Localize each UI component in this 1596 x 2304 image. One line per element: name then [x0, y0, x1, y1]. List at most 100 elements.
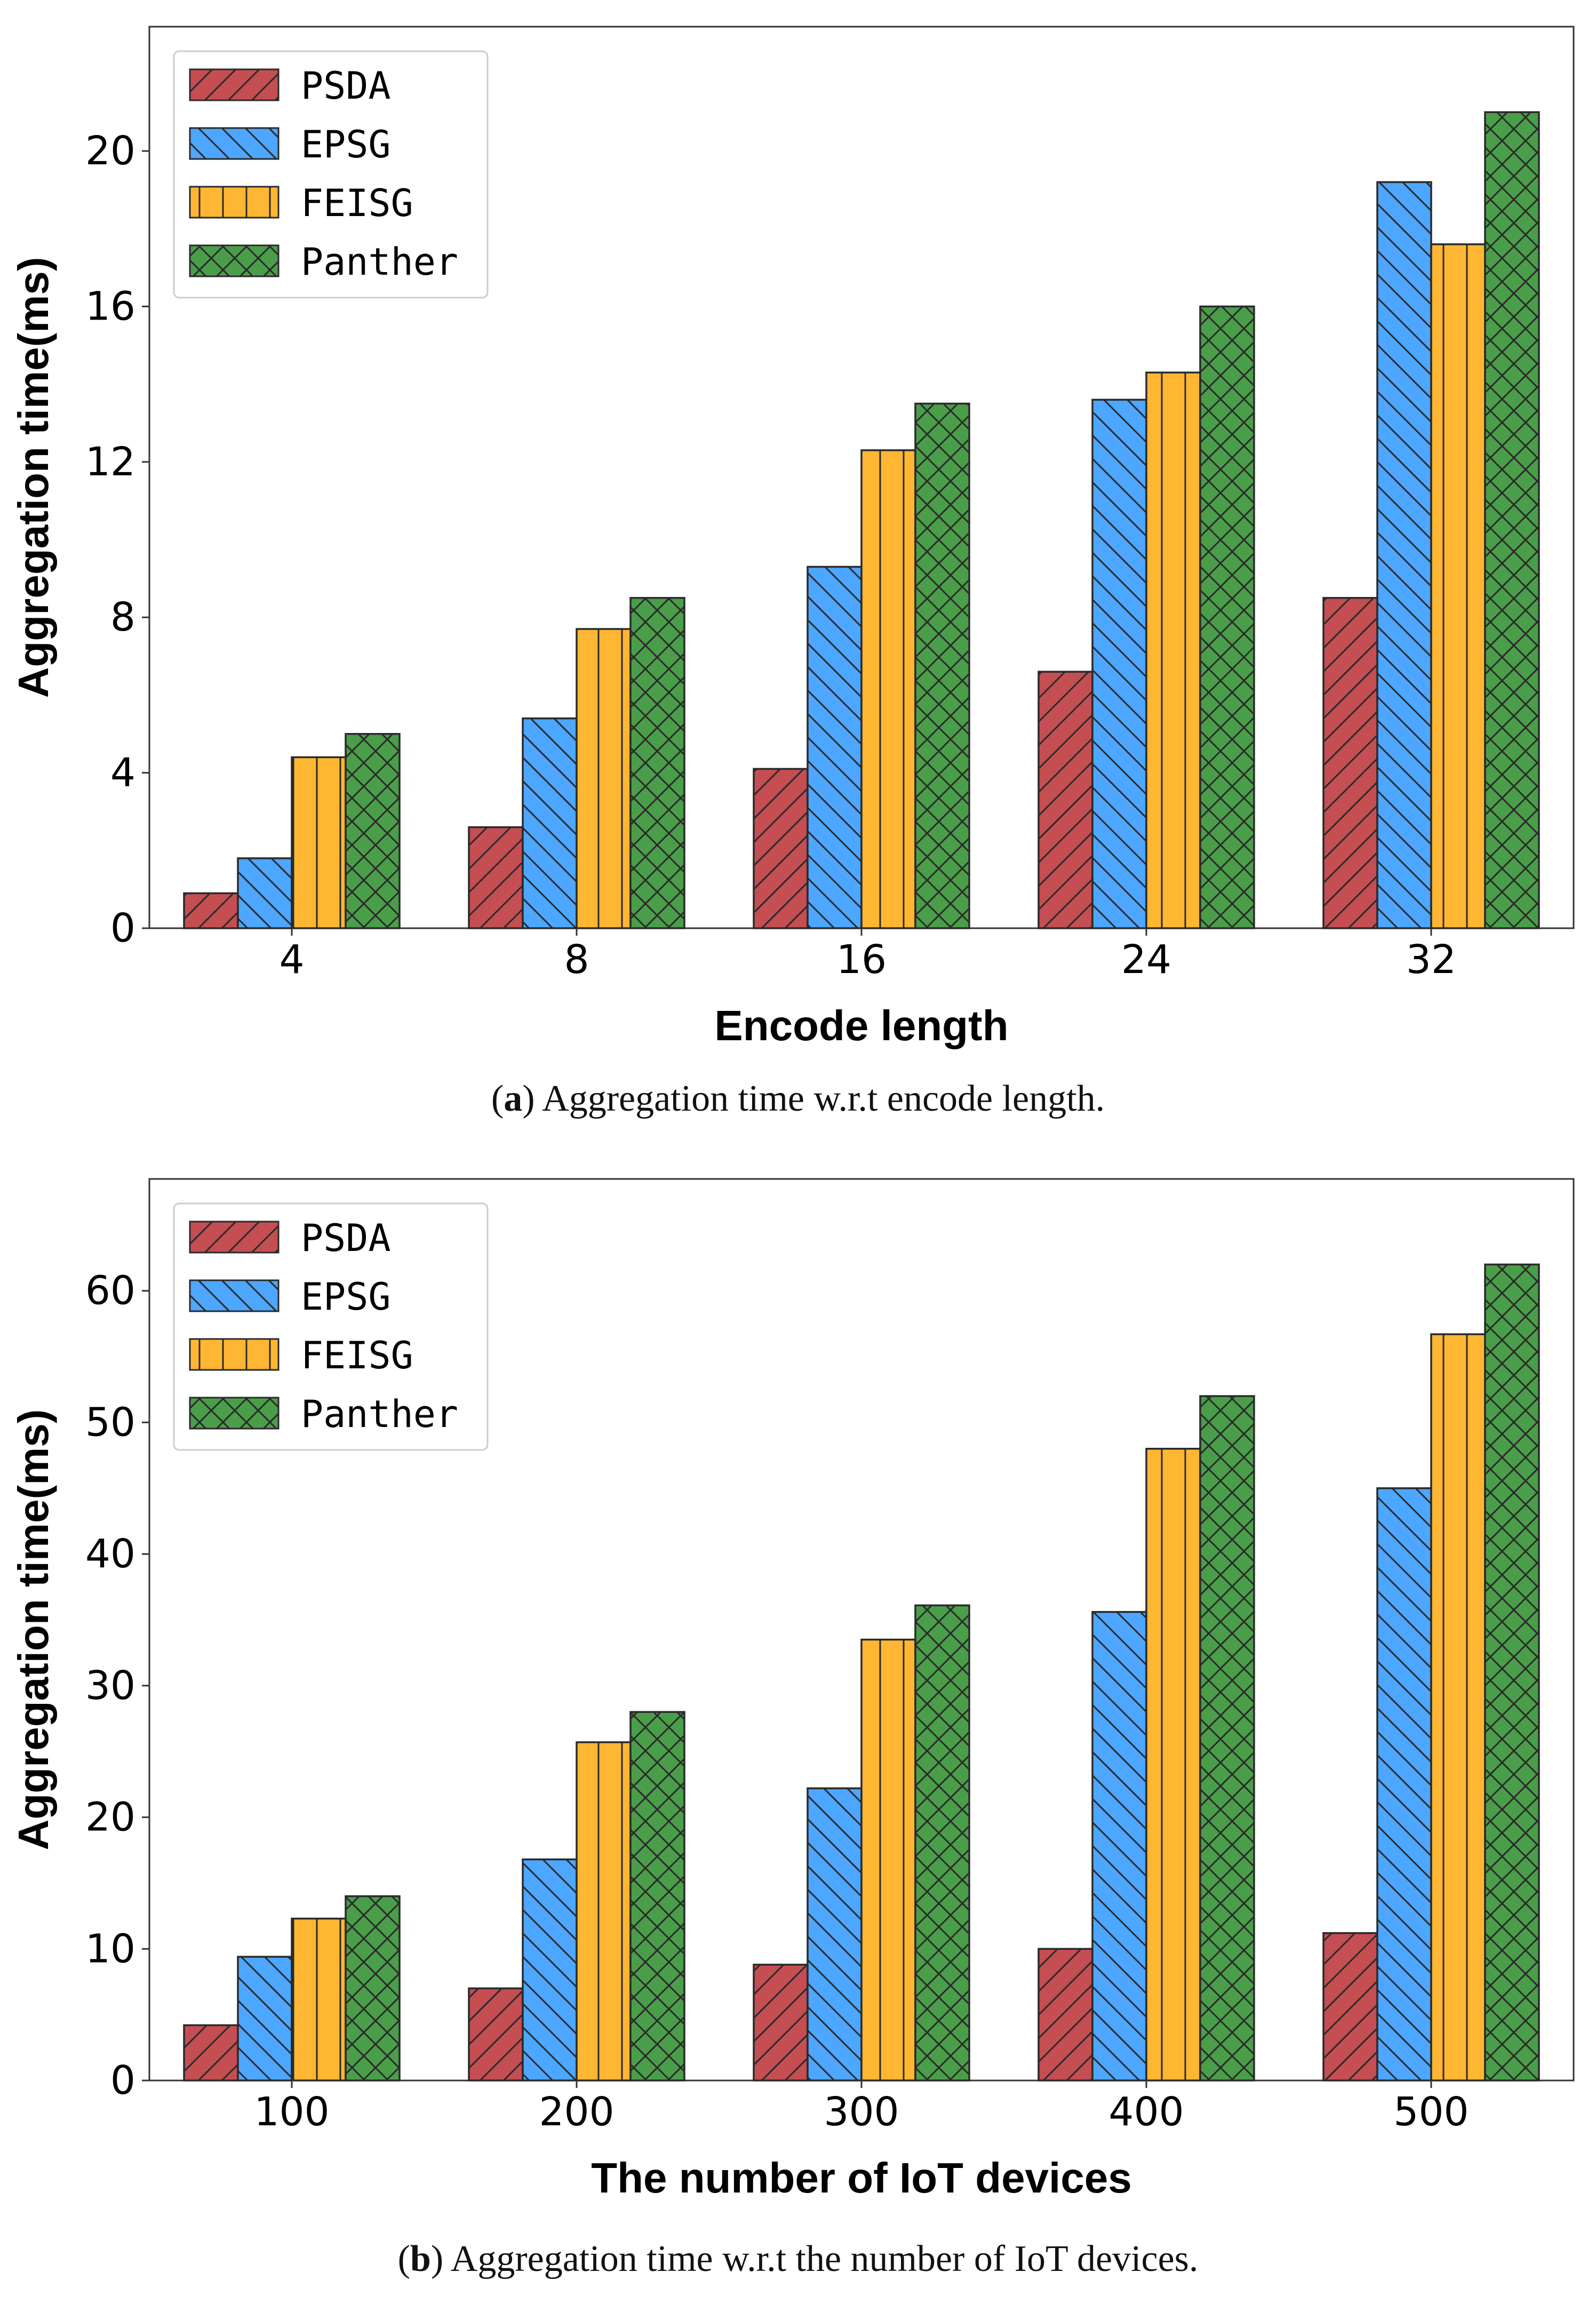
bar-psda-4 — [183, 892, 239, 929]
bar-feisg-300 — [860, 1638, 916, 2082]
bar-psda-500 — [1322, 1932, 1378, 2082]
bar-hatch — [915, 403, 969, 928]
x-axis-title: Encode length — [714, 1002, 1008, 1049]
bar-psda-24 — [1038, 671, 1094, 929]
bar-psda-8 — [468, 826, 524, 929]
bar-hatch — [1485, 1264, 1539, 2080]
legend-swatch-outline — [189, 1221, 280, 1254]
bar-outline — [1199, 305, 1255, 929]
caption-a-tag: a — [504, 1078, 523, 1119]
legend-label: EPSG — [301, 123, 391, 166]
bar-outline — [1484, 1263, 1540, 2082]
bar-hatch — [1146, 1448, 1200, 2080]
legend-swatch-outline — [189, 186, 280, 219]
bar-hatch — [346, 734, 400, 928]
bar-panther-32 — [1484, 111, 1540, 929]
bar-hatch — [1377, 182, 1431, 929]
bar-feisg-4 — [291, 756, 347, 929]
legend-swatch-hatch — [190, 187, 278, 218]
bar-feisg-16 — [860, 449, 916, 929]
legend-swatch-outline — [189, 1338, 280, 1371]
legend-swatch-hatch — [190, 128, 278, 159]
bar-panther-400 — [1199, 1395, 1255, 2082]
caption-a-open-paren: ( — [491, 1078, 504, 1119]
figure-a: 0 4 8 12 16 20 4 8 16 24 32 Encode length Aggregatio… — [0, 26, 1596, 1120]
y-tick-label: 40 — [85, 1531, 135, 1577]
x-tick-label: 8 — [564, 937, 589, 983]
legend: PSDA EPSG FEISG Panther — [173, 1202, 489, 1451]
bar-epsg-300 — [807, 1787, 863, 2082]
y-tick-label: 0 — [110, 2058, 135, 2103]
x-tick-label: 500 — [1393, 2089, 1469, 2135]
legend-entry-panther: Panther — [189, 240, 458, 284]
legend-swatch-outline — [189, 1397, 280, 1430]
bar-hatch — [631, 1712, 684, 2080]
x-tick-label: 16 — [836, 937, 887, 983]
legend-label: Panther — [301, 240, 458, 284]
bar-outline — [629, 597, 685, 929]
figure-b: 0 10 20 30 40 50 60 100 200 300 400 500 The number o… — [0, 1152, 1596, 2304]
legend-swatch-hatch — [190, 69, 278, 100]
y-tick-label: 60 — [85, 1268, 135, 1314]
bar-hatch — [808, 1788, 861, 2080]
bar-hatch — [292, 1918, 346, 2080]
bar-feisg-400 — [1145, 1448, 1201, 2082]
legend-box — [173, 1202, 489, 1451]
legend-swatch-outline — [189, 1279, 280, 1312]
y-axis-title: Aggregation time(ms) — [10, 1409, 57, 1851]
bar-panther-4 — [345, 733, 401, 929]
legend-label: Panther — [301, 1392, 458, 1436]
bar-outline — [914, 1604, 970, 2082]
legend-label: FEISG — [301, 181, 413, 225]
caption-a-text: ) Aggregation time w.r.t encode length. — [522, 1078, 1105, 1119]
bar-psda-400 — [1038, 1948, 1094, 2082]
bar-hatch — [754, 769, 808, 928]
bar-panther-16 — [914, 402, 970, 929]
bar-epsg-16 — [807, 565, 863, 929]
bar-panther-300 — [914, 1604, 970, 2082]
bar-hatch — [861, 450, 915, 928]
bar-hatch — [1039, 672, 1092, 928]
bar-epsg-24 — [1091, 398, 1147, 929]
bar-hatch — [469, 1988, 523, 2080]
bar-hatch — [754, 1964, 808, 2080]
bar-panther-500 — [1484, 1263, 1540, 2082]
legend-entry-panther: Panther — [189, 1392, 458, 1436]
bar-psda-100 — [183, 2024, 239, 2082]
bar-hatch — [1146, 372, 1200, 928]
bar-hatch — [1485, 112, 1539, 928]
caption-b: (b) Aggregation time w.r.t the number of… — [0, 2238, 1596, 2281]
x-axis-title: The number of IoT devices — [591, 2154, 1132, 2202]
legend-label: PSDA — [301, 1216, 391, 1260]
y-tick-label: 0 — [110, 905, 135, 951]
x-tick-label: 400 — [1108, 2089, 1184, 2135]
x-tick-label: 100 — [254, 2089, 329, 2135]
bar-hatch — [238, 1957, 292, 2080]
bar-psda-32 — [1322, 597, 1378, 929]
bar-hatch — [577, 1742, 631, 2080]
legend-swatch-hatch — [190, 1339, 278, 1370]
bar-epsg-400 — [1091, 1611, 1147, 2082]
bar-outline — [345, 733, 401, 929]
legend-label: FEISG — [301, 1334, 413, 1377]
y-tick-label: 50 — [85, 1399, 135, 1445]
caption-a: (a) Aggregation time w.r.t encode length… — [0, 1078, 1596, 1120]
bar-hatch — [184, 2025, 238, 2080]
bar-hatch — [915, 1605, 969, 2080]
legend-entry-psda: PSDA — [189, 1216, 391, 1260]
bar-hatch — [1323, 597, 1377, 928]
y-tick-label: 12 — [85, 439, 135, 485]
bar-panther-8 — [629, 597, 685, 929]
bar-outline — [1199, 1395, 1255, 2082]
chart-b: 0 10 20 30 40 50 60 100 200 300 400 500 The number o… — [10, 1178, 1575, 2202]
bar-feisg-100 — [291, 1917, 347, 2082]
y-tick-label: 16 — [85, 283, 135, 329]
bar-psda-300 — [753, 1964, 809, 2082]
bar-panther-100 — [345, 1895, 401, 2082]
bar-epsg-32 — [1376, 181, 1432, 929]
bar-panther-24 — [1199, 305, 1255, 929]
bar-hatch — [1377, 1488, 1431, 2080]
bar-epsg-4 — [237, 857, 293, 929]
bar-hatch — [238, 858, 292, 928]
legend-swatch-hatch — [190, 1398, 278, 1429]
